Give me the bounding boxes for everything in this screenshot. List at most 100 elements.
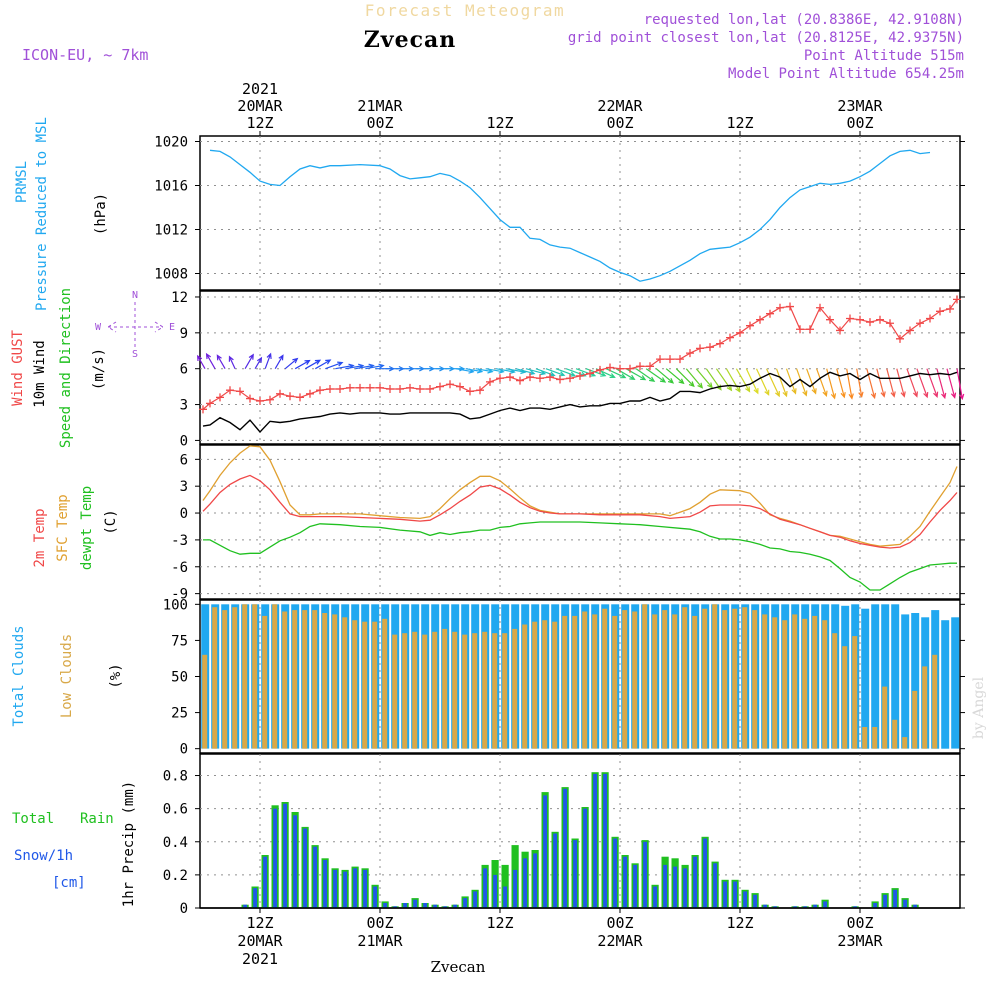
snow-bar [363, 869, 367, 908]
snow-bar [733, 881, 737, 908]
low-clouds-label: Low Clouds [59, 634, 75, 718]
wind-direction-arrow [735, 368, 751, 393]
snow-bar [373, 886, 377, 908]
snow-bar [683, 868, 687, 908]
low-clouds-bar [642, 604, 648, 749]
low-clouds-bar [212, 607, 218, 749]
pressure-label-1: PRMSL [14, 161, 30, 203]
snow-bar [613, 838, 617, 908]
low-clouds-bar [312, 610, 318, 749]
total-clouds-bar [881, 604, 890, 749]
wind-gust-marker [396, 385, 404, 394]
time-tick-label: 00Z [606, 114, 633, 132]
wind-direction-arrow [876, 368, 886, 398]
total-clouds-bar [871, 604, 880, 749]
wind-direction-arrow [685, 368, 704, 389]
time-tick-label: 12Z [246, 914, 273, 932]
total-clouds-bar [911, 613, 920, 749]
precip-labels: Total Rain Snow/1h [cm] 1hr Precip (mm) [12, 781, 137, 907]
snow-bar [773, 906, 777, 908]
wind-direction-arrow [315, 359, 332, 370]
credit-watermark: by Angel [971, 676, 987, 739]
wind-gust-marker [756, 315, 764, 324]
time-tick-label: 00Z [846, 914, 873, 932]
snow-bar [343, 871, 347, 908]
snow-bar [643, 841, 647, 908]
dewpt-line [203, 521, 957, 591]
snow-bar [243, 904, 247, 908]
temp-2m-label: 2m Temp [32, 508, 48, 567]
snow-unit-label: [cm] [52, 875, 86, 891]
wind-direction-arrow [216, 354, 226, 370]
wind-gust-marker [746, 321, 754, 330]
wind-gust-marker [426, 385, 434, 394]
wind-gust-marker [836, 326, 844, 335]
y-tick-label: 3 [180, 479, 188, 495]
low-clouds-bar [612, 615, 618, 749]
wind-gust-marker [226, 386, 234, 395]
low-clouds-bar [892, 719, 898, 749]
wind-gust-marker [886, 319, 894, 328]
wind-gust-marker [256, 396, 264, 405]
wind-direction-arrow [775, 368, 788, 398]
low-clouds-bar [372, 621, 378, 749]
y-tick-label: 0.6 [163, 802, 188, 818]
low-clouds-bar [352, 620, 358, 749]
wind-gust-marker [596, 365, 604, 374]
low-clouds-bar [512, 628, 518, 749]
low-clouds-bar [582, 611, 588, 749]
wind-gust-marker [276, 389, 284, 398]
wind-gust-marker [376, 383, 384, 392]
low-clouds-bar [732, 608, 738, 749]
y-tick-label: 6 [180, 452, 188, 468]
low-clouds-bar [462, 634, 468, 749]
wind-direction-arrow [695, 368, 713, 389]
wind-gust-marker [726, 333, 734, 342]
wind-gust-marker [416, 385, 424, 394]
rain-bar [501, 864, 509, 908]
time-tick-label: 20MAR [237, 932, 283, 950]
wind-gust-marker [506, 373, 514, 382]
low-clouds-bar [602, 608, 608, 749]
low-clouds-bar [202, 654, 208, 749]
wind-direction-arrow [555, 368, 577, 377]
plot-frame [199, 290, 961, 445]
y-tick-label: -6 [171, 560, 188, 576]
snow-bar [273, 808, 277, 908]
clouds-unit: (%) [108, 663, 124, 688]
wind-gust-marker [786, 302, 794, 311]
point-altitude: Point Altitude 515m [804, 48, 964, 64]
low-clouds-bar [882, 686, 888, 749]
time-tick-label: 12Z [246, 114, 273, 132]
y-tick-label: 12 [171, 290, 188, 306]
snow-bar [653, 886, 657, 908]
wind-gust-marker [626, 364, 634, 373]
wind-direction-arrow [515, 368, 536, 376]
snow-bar [893, 889, 897, 908]
wind-gust-marker [936, 307, 944, 316]
wind-direction-arrow [605, 368, 627, 379]
time-tick-label: 12Z [726, 114, 753, 132]
wind-direction-arrow [816, 368, 828, 397]
y-tick-label: 1016 [154, 179, 188, 195]
wind-gust-marker [566, 374, 574, 383]
wind-gust-marker [286, 392, 294, 401]
low-clouds-bar [902, 737, 908, 749]
low-clouds-bar [762, 614, 768, 749]
wind-direction-arrow [755, 368, 770, 396]
snow-bar [413, 899, 417, 908]
snow-bar [423, 903, 427, 908]
wind-gust-marker [336, 385, 344, 394]
low-clouds-bar [862, 727, 868, 749]
wind-direction-arrow [325, 361, 344, 370]
total-clouds-bar [891, 604, 900, 749]
time-tick-label: 00Z [366, 114, 393, 132]
y-tick-label: 25 [171, 706, 188, 722]
wind-direction-arrow [284, 357, 299, 370]
wind-gust-marker [436, 382, 444, 391]
time-tick-label: 2021 [242, 950, 278, 968]
y-tick-label: 1020 [154, 135, 188, 151]
wind-direction-arrow [254, 356, 263, 370]
low-clouds-bar [362, 621, 368, 749]
wind-direction-arrow [205, 352, 216, 369]
